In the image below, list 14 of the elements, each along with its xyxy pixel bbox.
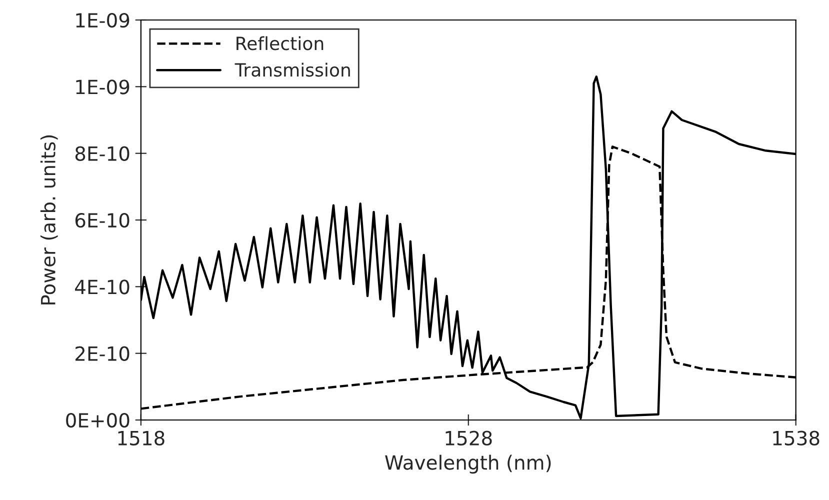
- y-tick-label: 1E-09: [76, 80, 130, 94]
- y-tick-label: 2E-10: [76, 346, 130, 361]
- y-tick-label: 4E-10: [75, 280, 130, 294]
- y-tick-label: 8E-10: [75, 146, 130, 161]
- x-tick-label: 1518: [118, 430, 164, 446]
- y-axis-title: Power (arb. units): [40, 135, 58, 304]
- legend-label: Reflection: [236, 36, 324, 50]
- x-tick-label: 1538: [773, 430, 820, 446]
- y-tick-label: 1E-09: [76, 12, 130, 28]
- y-tick-label: 0E+00: [66, 412, 130, 428]
- y-tick-label: 6E-10: [75, 212, 130, 228]
- x-axis-title: Wavelength (nm): [385, 454, 551, 474]
- x-tick-label: 1528: [446, 430, 492, 446]
- legend-label: Transmission: [234, 62, 350, 77]
